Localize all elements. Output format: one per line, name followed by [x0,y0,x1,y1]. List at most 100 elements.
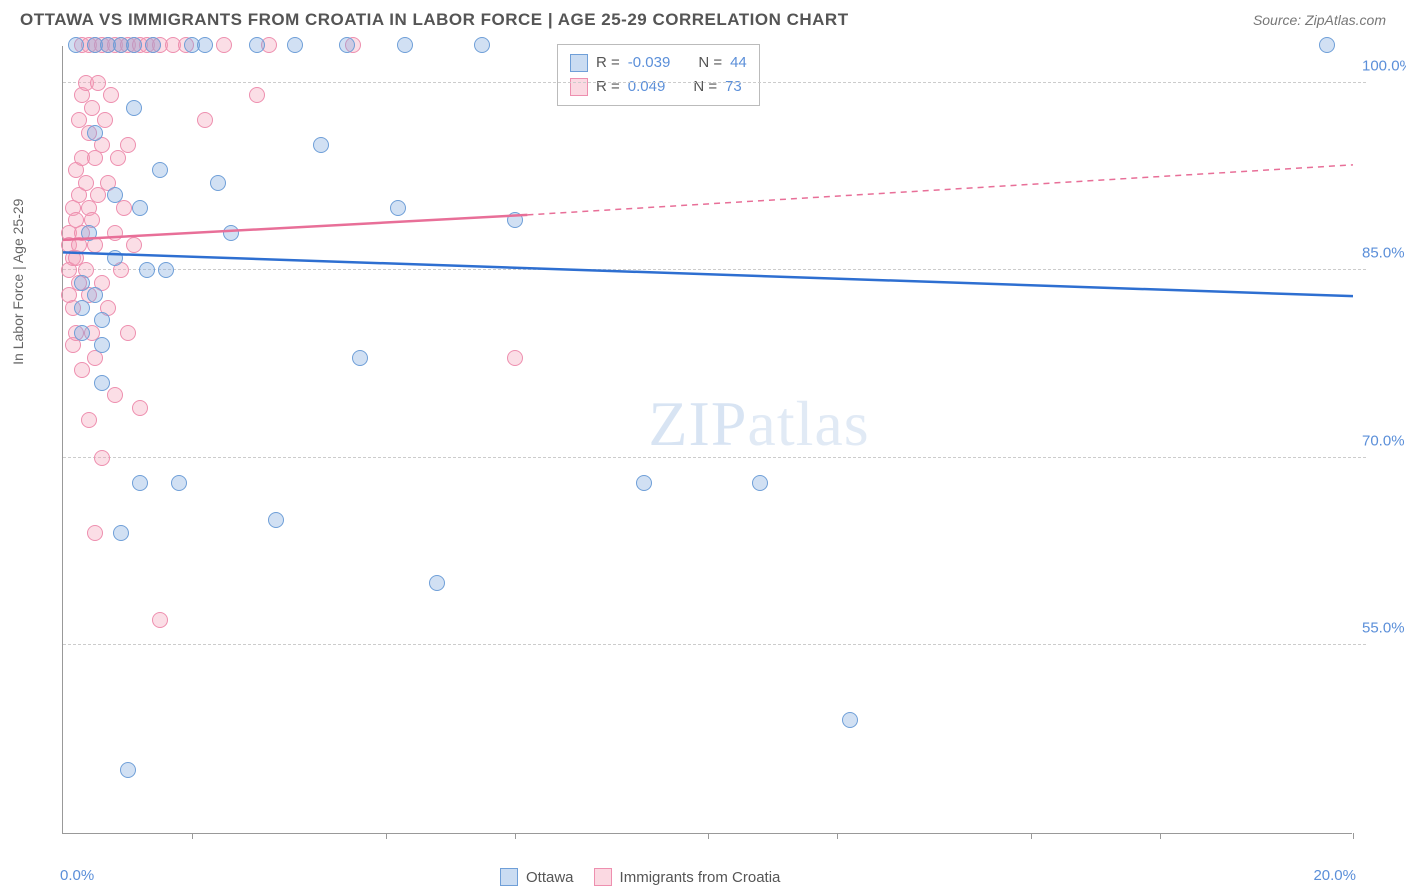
data-point [68,37,84,53]
source-label: Source: ZipAtlas.com [1253,12,1386,28]
x-axis-min-label: 0.0% [60,867,94,884]
y-tick-label: 85.0% [1362,245,1406,262]
data-point [171,475,187,491]
data-point [842,712,858,728]
data-point [397,37,413,53]
legend-row: R = -0.039 N = 44 [570,51,747,75]
x-tick [1160,833,1161,839]
legend-label: Ottawa [526,869,574,886]
data-point [152,162,168,178]
data-point [103,87,119,103]
x-tick [386,833,387,839]
data-point [74,300,90,316]
data-point [78,175,94,191]
data-point [216,37,232,53]
data-point [210,175,226,191]
x-tick [192,833,193,839]
data-point [87,525,103,541]
gridline [63,269,1366,270]
data-point [120,762,136,778]
data-point [339,37,355,53]
data-point [197,37,213,53]
y-axis-title: In Labor Force | Age 25-29 [10,199,26,365]
gridline [63,644,1366,645]
data-point [74,275,90,291]
data-point [126,100,142,116]
y-tick-label: 100.0% [1362,57,1406,74]
n-value: 73 [725,75,742,99]
legend-swatch [570,54,588,72]
data-point [1319,37,1335,53]
data-point [132,200,148,216]
data-point [132,400,148,416]
data-point [81,412,97,428]
gridline [63,457,1366,458]
data-point [94,337,110,353]
data-point [429,575,445,591]
data-point [126,237,142,253]
x-axis-max-label: 20.0% [1313,867,1356,884]
data-point [268,512,284,528]
data-point [120,325,136,341]
data-point [107,387,123,403]
data-point [94,375,110,391]
data-point [87,125,103,141]
data-point [249,87,265,103]
gridline [63,82,1366,83]
legend-label: Immigrants from Croatia [620,869,781,886]
r-label: R = [596,75,620,99]
data-point [126,37,142,53]
data-point [107,187,123,203]
data-point [81,225,97,241]
data-point [313,137,329,153]
data-point [87,287,103,303]
data-point [74,325,90,341]
trend-line [63,46,1353,834]
chart-container: In Labor Force | Age 25-29 ZIPatlas R =-… [20,46,1386,886]
data-point [352,350,368,366]
r-value: -0.039 [628,51,671,75]
data-point [120,137,136,153]
legend-item: Immigrants from Croatia [594,868,781,886]
y-tick-label: 70.0% [1362,432,1406,449]
data-point [74,362,90,378]
data-point [84,100,100,116]
data-point [90,75,106,91]
data-point [752,475,768,491]
plot-area: ZIPatlas R =-0.039N =44R =0.049N =73 100… [62,46,1352,834]
data-point [113,525,129,541]
data-point [152,612,168,628]
n-label: N = [693,75,717,99]
legend-swatch [594,868,612,886]
data-point [132,475,148,491]
n-value: 44 [730,51,747,75]
data-point [94,450,110,466]
data-point [107,225,123,241]
x-tick [1031,833,1032,839]
data-point [107,250,123,266]
chart-header: OTTAWA VS IMMIGRANTS FROM CROATIA IN LAB… [0,0,1406,38]
chart-title: OTTAWA VS IMMIGRANTS FROM CROATIA IN LAB… [20,10,849,30]
data-point [507,212,523,228]
data-point [474,37,490,53]
n-label: N = [698,51,722,75]
data-point [197,112,213,128]
data-point [145,37,161,53]
data-point [287,37,303,53]
y-tick-label: 55.0% [1362,620,1406,637]
data-point [507,350,523,366]
trend-line [63,46,1353,834]
data-point [223,225,239,241]
correlation-legend: R =-0.039N =44R =0.049N =73 [557,44,760,106]
data-point [158,262,174,278]
x-tick [515,833,516,839]
trend-line [63,46,1353,834]
x-tick [708,833,709,839]
data-point [139,262,155,278]
data-point [249,37,265,53]
data-point [636,475,652,491]
r-value: 0.049 [628,75,666,99]
legend-item: Ottawa [500,868,574,886]
r-label: R = [596,51,620,75]
legend-row: R = 0.049 N = 73 [570,75,747,99]
